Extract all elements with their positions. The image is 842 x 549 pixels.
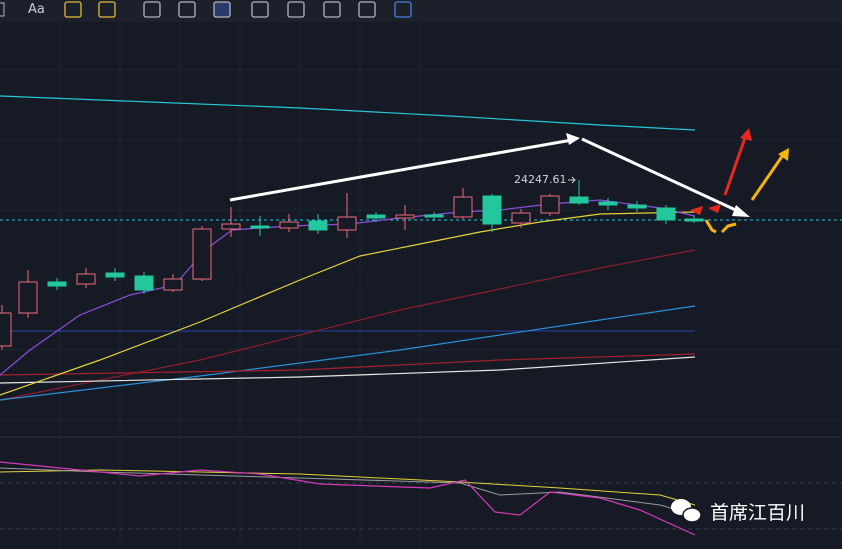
candle-body: [656, 207, 676, 221]
candle-body: [337, 216, 357, 231]
candle-body: [250, 225, 270, 229]
tool-icon[interactable]: [287, 1, 305, 18]
tool-icon[interactable]: [143, 1, 161, 18]
tool-icon[interactable]: [98, 1, 116, 18]
candle-body: [569, 196, 589, 204]
font-tool[interactable]: Aa: [28, 2, 45, 17]
candle-body: [134, 275, 154, 291]
candle-body: [0, 312, 12, 347]
tool-icon[interactable]: [323, 1, 341, 18]
candle-body: [76, 273, 96, 285]
candles: [0, 180, 704, 350]
candle-body: [482, 195, 502, 225]
tool-icon[interactable]: [251, 1, 269, 18]
ma-line: [0, 95, 696, 131]
candle-body: [18, 281, 38, 314]
indicator-line: [0, 467, 696, 516]
wechat-icon: [671, 499, 702, 523]
candle-body: [424, 214, 444, 218]
ma-line: [0, 356, 696, 384]
candle-body: [453, 196, 473, 218]
watermark: 首席江百川: [710, 502, 805, 524]
candle-body: [105, 272, 125, 278]
candle-body: [540, 195, 560, 214]
candle-body: [627, 204, 647, 209]
candle-body: [598, 201, 618, 206]
candle-body: [308, 220, 328, 231]
candle-body: [279, 221, 299, 229]
tool-icon[interactable]: [358, 1, 376, 18]
price-label-arrow: [568, 176, 576, 184]
tool-icon[interactable]: [394, 1, 412, 18]
price-label: 24247.61: [514, 173, 567, 186]
ma-line: [0, 353, 696, 376]
ma-line: [0, 211, 696, 396]
tool-icon: [0, 2, 5, 17]
toolbar-icons: [0, 1, 412, 18]
candle-body: [511, 212, 531, 224]
candle-body: [366, 214, 386, 219]
candle-body: [163, 278, 183, 291]
candle-body: [47, 281, 67, 287]
tool-icon[interactable]: [178, 1, 196, 18]
candle-body: [221, 223, 241, 230]
indicator-line: [0, 461, 696, 536]
indicator-line: [0, 469, 696, 506]
toolbar: [0, 0, 842, 22]
annotation-arrows: [229, 128, 789, 234]
ma-line: [0, 249, 696, 401]
ma-line: [0, 305, 696, 401]
tool-icon[interactable]: [213, 1, 231, 18]
candle-body: [192, 228, 212, 280]
candle-body: [684, 218, 704, 222]
candle-body: [395, 214, 415, 219]
tool-icon[interactable]: [64, 1, 82, 18]
